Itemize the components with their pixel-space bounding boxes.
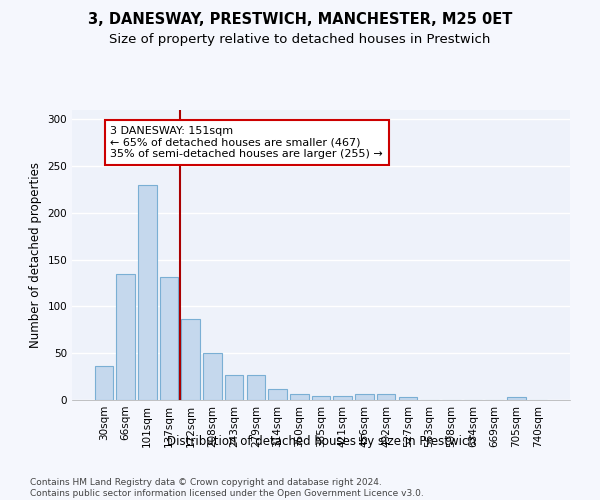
Bar <box>312 396 330 400</box>
Text: 3, DANESWAY, PRESTWICH, MANCHESTER, M25 0ET: 3, DANESWAY, PRESTWICH, MANCHESTER, M25 … <box>88 12 512 28</box>
Bar <box>507 397 526 400</box>
Bar <box>247 374 265 400</box>
Y-axis label: Number of detached properties: Number of detached properties <box>29 162 42 348</box>
Bar <box>334 396 352 400</box>
Bar <box>138 185 157 400</box>
Bar <box>398 397 417 400</box>
Bar <box>95 366 113 400</box>
Text: Size of property relative to detached houses in Prestwich: Size of property relative to detached ho… <box>109 32 491 46</box>
Text: Contains HM Land Registry data © Crown copyright and database right 2024.
Contai: Contains HM Land Registry data © Crown c… <box>30 478 424 498</box>
Bar <box>203 353 221 400</box>
Text: Distribution of detached houses by size in Prestwich: Distribution of detached houses by size … <box>167 435 475 448</box>
Bar <box>377 394 395 400</box>
Bar <box>268 389 287 400</box>
Bar <box>225 374 244 400</box>
Text: 3 DANESWAY: 151sqm
← 65% of detached houses are smaller (467)
35% of semi-detach: 3 DANESWAY: 151sqm ← 65% of detached hou… <box>110 126 383 159</box>
Bar <box>116 274 135 400</box>
Bar <box>160 276 178 400</box>
Bar <box>181 318 200 400</box>
Bar <box>355 394 374 400</box>
Bar <box>290 394 308 400</box>
